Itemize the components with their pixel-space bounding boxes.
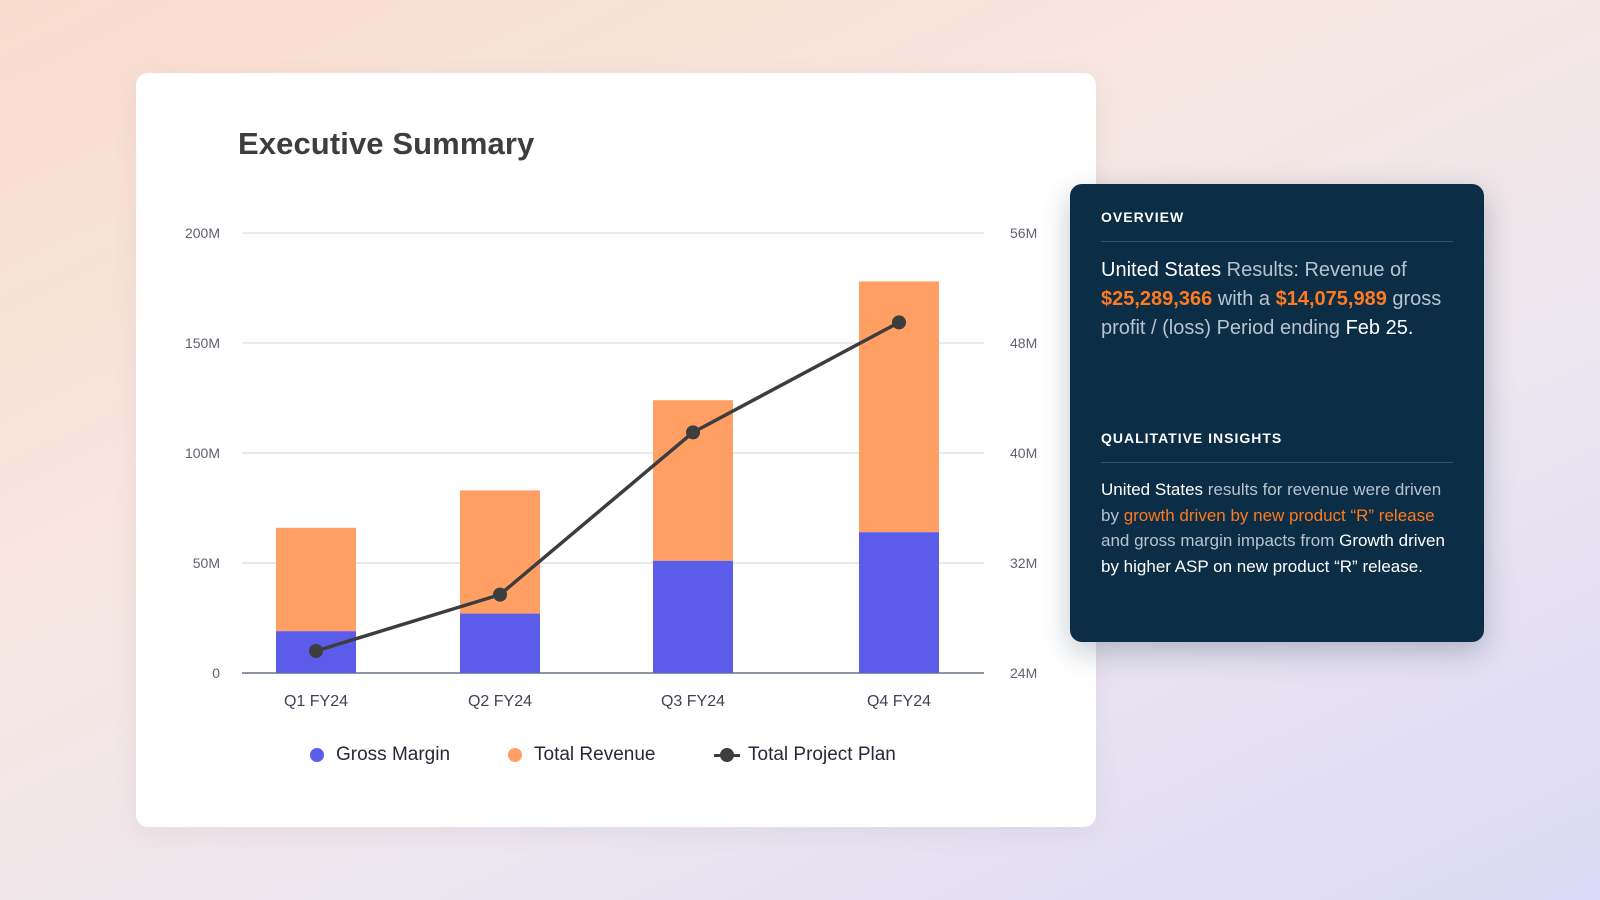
y-right-tick-label: 40M <box>1010 445 1037 461</box>
overview-text-3: gross profit / (loss) Period ending <box>1101 288 1442 339</box>
legend-label: Total Revenue <box>534 744 656 765</box>
bar-gross-margin <box>460 613 540 673</box>
y-right-tick-label: 56M <box>1010 225 1037 241</box>
bar-gross-margin <box>653 560 733 673</box>
y-left-tick-label: 50M <box>193 555 220 571</box>
legend-dot-marker <box>508 748 522 762</box>
legend-line-marker <box>714 748 740 762</box>
legend-item: Gross Margin <box>310 744 450 766</box>
legend-label: Gross Margin <box>336 744 451 765</box>
line-point <box>309 644 323 658</box>
insights-heading: QUALITATIVE INSIGHTS <box>1101 430 1453 463</box>
legend-dot-marker <box>310 748 324 762</box>
y-left-tick-label: 0 <box>212 665 220 681</box>
insights-section: QUALITATIVE INSIGHTS United States resul… <box>1101 430 1453 579</box>
insights-text-2: and gross margin impacts from <box>1101 531 1340 550</box>
x-category-label: Q4 FY24 <box>867 693 931 710</box>
y-left-tick-label: 100M <box>185 445 220 461</box>
chart-legend: Gross Margin Total Revenue Total Project P… <box>0 744 1600 774</box>
bar-total-revenue <box>276 527 356 632</box>
line-point <box>892 315 906 330</box>
y-right-tick-label: 48M <box>1010 335 1037 351</box>
x-category-label: Q1 FY24 <box>284 693 348 710</box>
line-point <box>493 587 507 602</box>
insights-impact: Growth driven by higher ASP on new produ… <box>1101 531 1445 576</box>
x-category-label: Q2 FY24 <box>468 693 532 710</box>
y-right-tick-label: 32M <box>1010 555 1037 571</box>
bar-gross-margin <box>859 532 939 673</box>
line-total-project-plan <box>314 320 901 653</box>
x-category-label: Q3 FY24 <box>661 693 725 710</box>
insights-country: United States <box>1101 480 1204 499</box>
y-left-tick-label: 150M <box>185 335 220 351</box>
insights-driver: growth driven by new product “R” release <box>1123 505 1435 525</box>
overview-text-1: Results: Revenue of <box>1221 259 1407 281</box>
line-point <box>686 425 700 440</box>
overview-revenue: $25,289,366 <box>1101 288 1213 310</box>
summary-panel: OVERVIEW United States Results: Revenue … <box>1070 184 1484 642</box>
chart-title: Executive Summary <box>238 126 535 161</box>
legend-item: Total Revenue <box>508 744 655 766</box>
overview-profit: $14,075,989 <box>1275 288 1387 310</box>
insights-text-1: results for revenue were driven by <box>1101 480 1442 525</box>
overview-text-2: with a <box>1212 288 1276 310</box>
overview-heading: OVERVIEW <box>1101 209 1453 242</box>
overview-country: United States <box>1101 259 1222 281</box>
legend-item: Total Project Plan <box>714 744 896 766</box>
insights-text: United States results for revenue were d… <box>1101 477 1453 579</box>
y-right-tick-label: 24M <box>1010 665 1037 681</box>
y-left-tick-label: 200M <box>185 225 220 241</box>
legend-label: Total Project Plan <box>748 744 896 765</box>
bar-total-revenue <box>653 400 733 561</box>
overview-period: Feb 25. <box>1345 317 1414 339</box>
overview-section: OVERVIEW United States Results: Revenue … <box>1101 209 1453 343</box>
overview-text: United States Results: Revenue of $25,28… <box>1101 256 1453 343</box>
